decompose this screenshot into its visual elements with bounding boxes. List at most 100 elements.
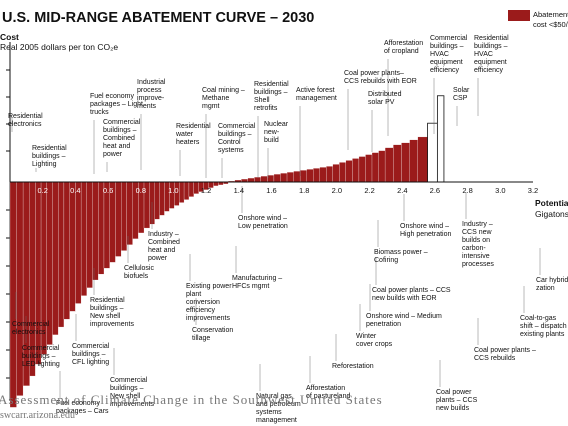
annotation-label-line: improvements — [110, 401, 154, 408]
x-tick-label: 2.4 — [397, 186, 407, 195]
annotation-label: Commercial buildings – New shell improvemen… — [110, 377, 154, 408]
annotation-label-line: Residential — [474, 35, 509, 42]
watermark-url: swcarr.arizona.edu — [0, 410, 75, 421]
annotation-label: Residential water heaters — [175, 123, 211, 146]
annotation-label-line: packages – Light — [90, 101, 143, 108]
cost-bar — [384, 147, 394, 183]
x-tick-label: 2.8 — [462, 186, 472, 195]
x-tick-label: 1.8 — [299, 186, 309, 195]
annotation-label: Coal power plants – CCS new builds with E… — [372, 287, 451, 302]
cost-bar — [193, 181, 199, 194]
annotation-label-line: Conservation — [192, 327, 233, 334]
annotation-label-line: plants – CCS — [436, 397, 478, 404]
annotation-label-line: Nuclear — [264, 121, 289, 128]
annotation-label: Natural gas and petroleum systems managemen… — [256, 393, 301, 424]
annotation-label-line: Commercial — [12, 321, 50, 328]
annotation-label-line: Commercial — [110, 377, 148, 384]
annotation-label-line: biofuels — [124, 273, 149, 280]
leader-lines-group — [11, 59, 541, 398]
cost-bar — [213, 181, 219, 187]
cost-bar — [183, 181, 190, 200]
cost-bar — [409, 139, 418, 183]
x-axis-units: Gigatons/year — [535, 209, 568, 219]
annotation-label-line: Onshore wind – — [400, 223, 449, 230]
annotation-label-line: Afforestation — [384, 40, 423, 47]
annotation-label-line: solar PV — [368, 99, 395, 106]
annotation-label-line: and petroleum — [256, 401, 301, 408]
annotation-label: Commercial buildings – HVAC equipment effici… — [430, 35, 468, 74]
annotation-label-line: Coal power plants – — [474, 347, 536, 354]
cost-bar — [417, 136, 428, 183]
x-tick-label: 2.0 — [332, 186, 342, 195]
annotation-label-line: shift – dispatch of — [520, 323, 568, 330]
annotation-label-line: Cofiring — [374, 257, 398, 264]
annotation-label: Fuel economy packages – Cars — [56, 400, 109, 415]
annotation-label: Car hybridi-zation — [536, 277, 568, 292]
cost-bar — [121, 181, 127, 251]
annotation-label-line: Commercial — [218, 123, 256, 130]
annotation-label-line: buildings – — [72, 351, 106, 358]
annotation-label-line: CFL lighting — [72, 359, 109, 366]
x-tick-label: 0.2 — [37, 186, 47, 195]
annotation-label-line: Fuel economy — [56, 400, 100, 407]
annotation-label-line: management — [256, 417, 297, 424]
annotation-label-line: electronics — [12, 329, 46, 336]
annotation-label-line: Commercial — [72, 343, 110, 350]
cost-bar — [332, 164, 340, 183]
x-tick-label: 0.6 — [103, 186, 113, 195]
annotation-label-line: CCS new — [462, 229, 493, 236]
annotation-label-line: Residential — [254, 81, 289, 88]
x-axis-label: Potential — [535, 198, 568, 208]
cost-bar — [159, 181, 165, 216]
x-tick-label: 0.8 — [136, 186, 146, 195]
annotation-label: Residential buildings – Shell retrofits — [254, 81, 289, 112]
annotation-label-line: buildings – — [430, 43, 464, 50]
cost-bar — [80, 181, 87, 296]
annotation-label-line: Coal power plants – CCS — [372, 287, 451, 294]
annotation-label-line: Biomass power – — [374, 249, 428, 256]
annotation-label-line: Solar — [453, 87, 470, 94]
annotation-label-line: Winter — [356, 333, 377, 340]
legend: Abatement cost <$50/ton — [508, 10, 568, 29]
annotation-label-line: Afforestation — [306, 385, 345, 392]
annotation-label-line: efficiency — [430, 67, 460, 74]
annotation-label: Existing power plant conversion efficiency i… — [186, 283, 232, 322]
annotation-label: Afforestation of cropland — [384, 40, 423, 55]
annotation-label: Commercial electronics — [12, 321, 50, 336]
annotation-label: Residential buildings – New shell improveme… — [90, 297, 134, 328]
cost-bar — [92, 181, 99, 281]
annotation-label: Commercial buildings – CFL lighting — [72, 343, 110, 366]
over-cost-bar — [436, 95, 445, 183]
legend-swatch — [508, 10, 530, 21]
cost-bar — [280, 173, 288, 183]
annotation-label: Onshore wind – High penetration — [400, 223, 451, 238]
annotation-label-line: Existing power — [186, 283, 232, 290]
cost-bar — [293, 171, 301, 183]
cost-bar — [75, 181, 82, 304]
cost-bar — [115, 181, 122, 257]
cost-bar — [35, 181, 42, 365]
annotation-label-line: builds on — [462, 237, 490, 244]
annotation-label: Commercial buildings – LED lighting — [22, 345, 60, 368]
annotation-label-line: efficiency — [474, 67, 504, 74]
annotation-label-line: heat and — [103, 143, 130, 150]
annotation-label-line: Lighting — [32, 161, 57, 168]
annotation-label: Active forest management — [296, 87, 337, 102]
annotation-label: Biomass power – Cofiring — [374, 249, 428, 264]
annotation-label: Coal power plants– CCS rebuilds with EOR — [344, 70, 417, 85]
cost-bar — [69, 181, 76, 312]
annotation-label-line: buildings – — [218, 131, 252, 138]
annotation-label-line: Commercial — [22, 345, 60, 352]
x-tick-label: 1.2 — [201, 186, 211, 195]
y-axis-label: Cost — [0, 32, 19, 42]
annotation-label-line: Industry – — [148, 231, 179, 238]
annotation-label-line: ments — [137, 103, 157, 110]
annotation-label-line: cover crops — [356, 341, 393, 348]
cost-bar — [188, 181, 194, 197]
cost-bar — [254, 176, 262, 183]
y-axis-group — [6, 42, 11, 400]
cost-bar — [319, 167, 327, 183]
cost-bar — [378, 150, 386, 183]
annotation-label-line: power — [148, 255, 168, 262]
